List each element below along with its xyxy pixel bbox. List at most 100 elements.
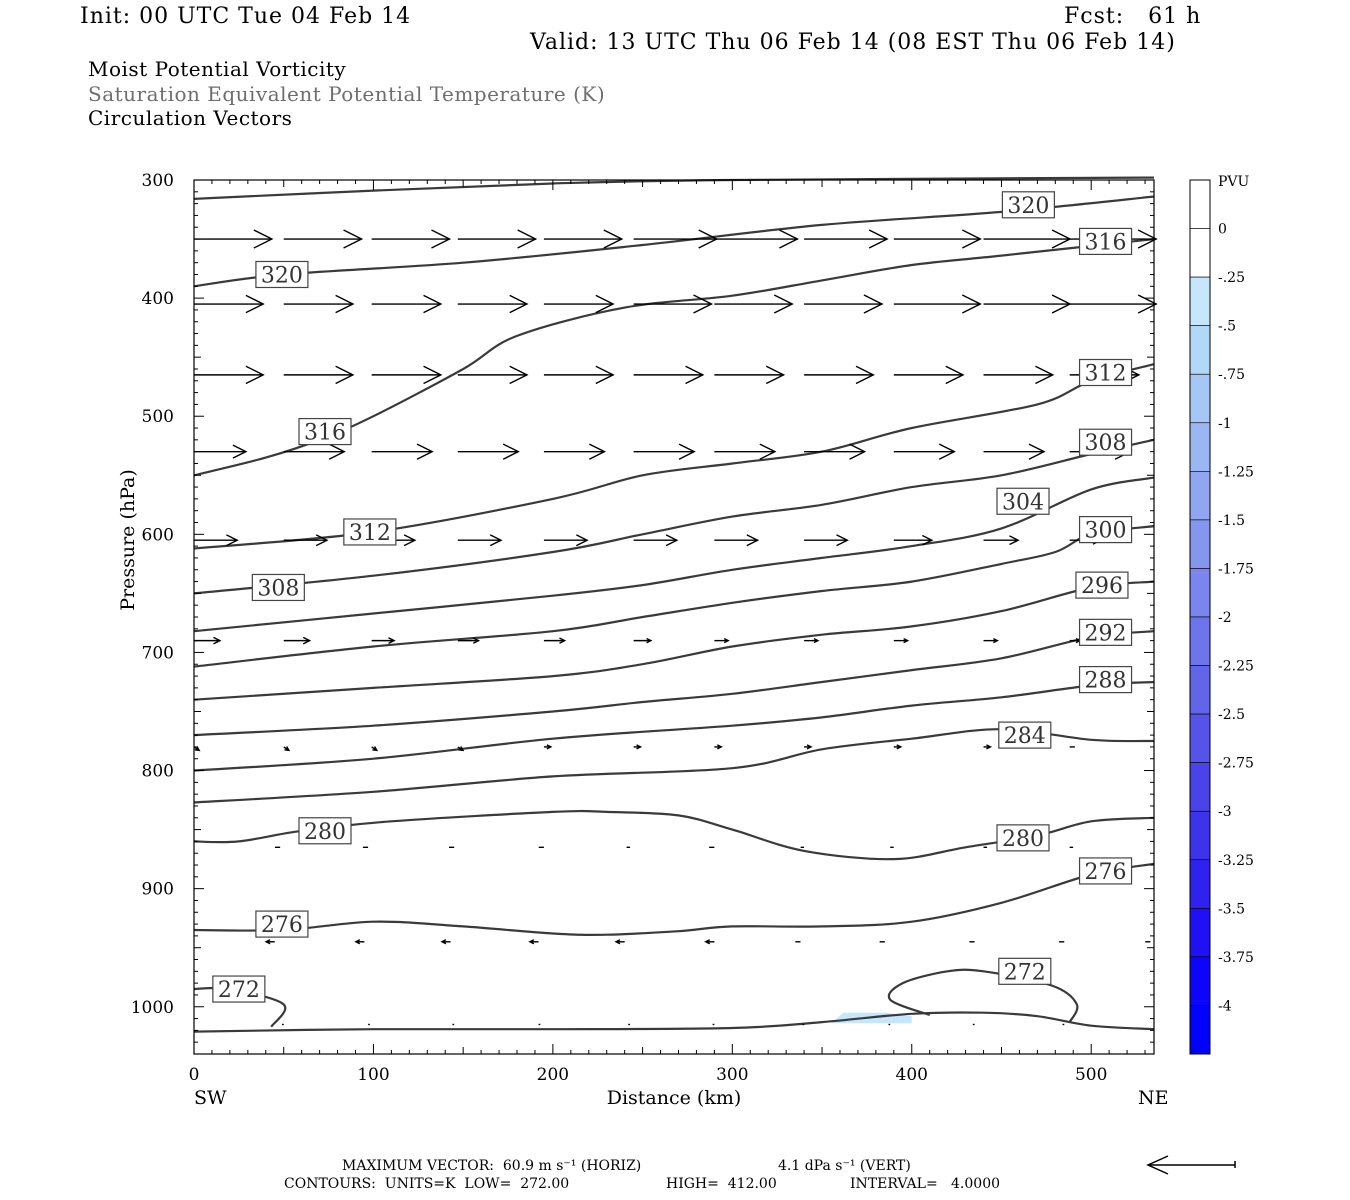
contour-label: 312 [1085, 362, 1127, 387]
colorbar-segment [1189, 713, 1211, 763]
vector-head [232, 444, 248, 459]
contour-line-300 [193, 525, 1155, 668]
y-tick-label: 400 [142, 289, 174, 309]
vector-head [896, 744, 903, 750]
circulation-vector [194, 636, 222, 645]
colorbar-segment [1189, 762, 1211, 812]
vector-head [473, 637, 481, 644]
circulation-vector [283, 636, 312, 645]
circulation-vector [543, 365, 615, 385]
x-tick-label: 0 [189, 1065, 200, 1085]
colorbar-segment [1189, 422, 1211, 472]
circulation-vector [633, 443, 696, 460]
vector-head [773, 294, 794, 314]
circulation-vector [633, 744, 643, 750]
vector-head [746, 534, 760, 547]
contour-label-box [212, 975, 266, 1003]
circulation-vector [983, 535, 1020, 546]
vector-head [328, 443, 346, 460]
contour-label-box [1078, 358, 1133, 387]
vector-head [354, 939, 361, 945]
colorbar-label: -4 [1218, 998, 1232, 1014]
contour-label-box [1078, 857, 1133, 885]
contour-label-box [343, 518, 397, 546]
circulation-vector [283, 746, 291, 752]
vector-head [388, 637, 396, 645]
vector-head [458, 746, 465, 752]
circulation-vector [457, 637, 481, 644]
vector-head [962, 229, 982, 249]
contour-label: 284 [1004, 724, 1046, 749]
vector-head [993, 637, 999, 644]
circulation-vector [633, 365, 705, 385]
circulation-vector [714, 744, 723, 750]
contour-label-box [1078, 227, 1133, 256]
circulation-vector [983, 365, 1055, 385]
vector-head [213, 636, 222, 645]
x-right-label: NE [1138, 1087, 1169, 1109]
contour-info: CONTOURS: UNITS=K LOW= 272.00 [284, 1176, 570, 1192]
colorbar-label: -2.5 [1218, 707, 1245, 723]
contour-line-292 [193, 630, 1155, 737]
vector-head [759, 443, 777, 460]
contour-label: 300 [1085, 519, 1127, 544]
vector-head [245, 365, 265, 385]
circulation-vector [714, 294, 794, 314]
vector-head [646, 637, 653, 644]
vector-head [517, 229, 538, 249]
vector-head [685, 365, 705, 385]
contour-label-box [1078, 515, 1133, 544]
contour-label: 276 [1085, 860, 1127, 885]
circulation-vector [983, 637, 999, 644]
contour-label: 308 [1085, 431, 1127, 456]
circulation-vector [194, 365, 265, 385]
y-axis-label: Pressure (hPa) [117, 469, 139, 611]
contour-label-box [1075, 571, 1129, 599]
colorbar-segment [1189, 519, 1211, 569]
vector-head [922, 534, 934, 546]
circulation-vector [371, 746, 379, 752]
theta-e-contours [193, 176, 1155, 1033]
contour-label: 276 [261, 913, 303, 938]
circulation-vector [893, 637, 910, 644]
circulation-vector [804, 443, 867, 460]
forecast-hour: Fcst: 61 h [1064, 4, 1202, 29]
vector-head [903, 637, 910, 644]
contour-label: 320 [1007, 194, 1049, 219]
x-axis-label: Distance (km) [607, 1087, 742, 1109]
contour-labels: 320 320 316 316 312 312 308 308 304 300 296 292 288 2… [212, 191, 1133, 1003]
vector-head [284, 746, 291, 752]
contour-label: 312 [349, 521, 391, 546]
colorbar-label: -.5 [1218, 319, 1236, 335]
vector-head [849, 443, 867, 460]
axis-ticks: 0 100 200 300 400 500 300 400 500 600 700 800 900 100… [131, 171, 1154, 1085]
vector-head [403, 534, 417, 547]
circulation-vector [283, 229, 364, 249]
max-vector-vert: 4.1 dPa s⁻¹ (VERT) [778, 1158, 911, 1174]
vector-head [194, 746, 201, 752]
circulation-vector [193, 746, 201, 752]
vector-head [636, 744, 643, 750]
circulation-vector [283, 294, 355, 314]
vector-head [226, 534, 239, 547]
colorbar-label: -1.75 [1218, 561, 1254, 577]
circulation-vector [704, 939, 715, 945]
x-left-label: SW [194, 1087, 227, 1109]
pv-colorbar: PVU 0 -.25 -.5 -.75 -1 -1.25 -1.5 -1.75 -2 -2.25 -2… [1189, 174, 1254, 1055]
vector-head [716, 744, 723, 750]
circulation-vector [371, 365, 443, 385]
colorbar-segment [1189, 616, 1211, 666]
vector-head [489, 534, 503, 547]
circulation-vector [983, 443, 1046, 460]
contour-label-box [1078, 618, 1133, 646]
vector-head [528, 939, 535, 945]
contour-line-312 [193, 363, 1155, 550]
contour-label-box [251, 573, 305, 602]
vector-head [863, 294, 884, 314]
vector-head [546, 744, 553, 750]
contour-label: 304 [1002, 490, 1044, 515]
colorbar-segment [1189, 228, 1211, 278]
init-time: Init: 00 UTC Tue 04 Feb 14 [80, 4, 412, 29]
valid-time: Valid: 13 UTC Thu 06 Feb 14 (08 EST Thu … [530, 30, 1176, 55]
vector-head [962, 294, 982, 314]
